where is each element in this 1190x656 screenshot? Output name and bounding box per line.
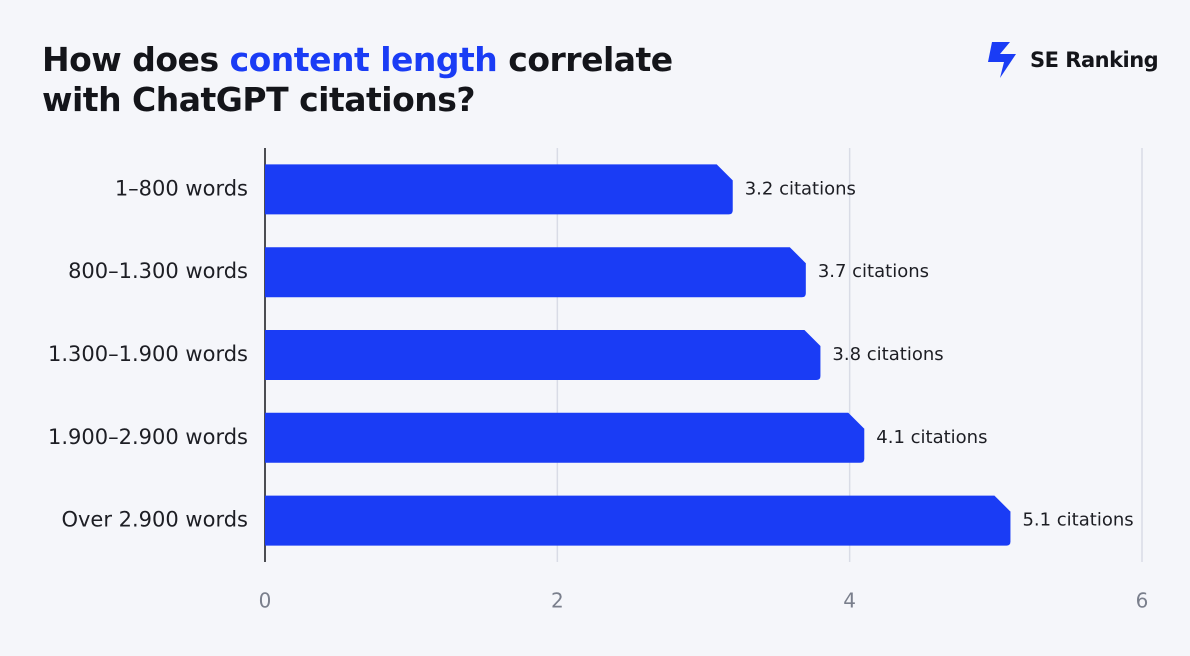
value-label: 3.8 citations xyxy=(832,344,943,365)
y-tick-label: 1–800 words xyxy=(115,176,248,200)
bar xyxy=(265,247,806,298)
brand-name: SE Ranking xyxy=(1030,48,1159,72)
brand-logo: SE Ranking xyxy=(986,40,1159,80)
logo-shape xyxy=(988,42,1016,78)
bar xyxy=(265,164,733,215)
title-part: How does xyxy=(42,40,230,79)
x-tick-label: 4 xyxy=(843,589,856,613)
y-tick-label: 1.300–1.900 words xyxy=(48,342,248,366)
bar xyxy=(265,330,821,380)
bar xyxy=(265,495,1011,546)
x-tick-label: 0 xyxy=(259,589,272,613)
x-tick-label: 2 xyxy=(551,589,564,613)
bar xyxy=(265,412,865,463)
title-highlight: content length xyxy=(229,40,498,79)
x-tick-label: 6 xyxy=(1136,589,1149,613)
value-label: 5.1 citations xyxy=(1022,510,1133,531)
chart-title: How does content length correlate with C… xyxy=(42,40,673,120)
title-part: with ChatGPT citations? xyxy=(42,80,476,119)
value-label: 4.1 citations xyxy=(876,427,987,448)
value-label: 3.2 citations xyxy=(745,178,856,199)
value-label: 3.7 citations xyxy=(818,261,929,282)
y-tick-label: Over 2.900 words xyxy=(61,508,248,532)
logo-icon xyxy=(988,42,1016,78)
y-tick-label: 1.900–2.900 words xyxy=(48,425,248,449)
y-tick-label: 800–1.300 words xyxy=(68,259,248,283)
title-part: correlate xyxy=(497,40,673,79)
